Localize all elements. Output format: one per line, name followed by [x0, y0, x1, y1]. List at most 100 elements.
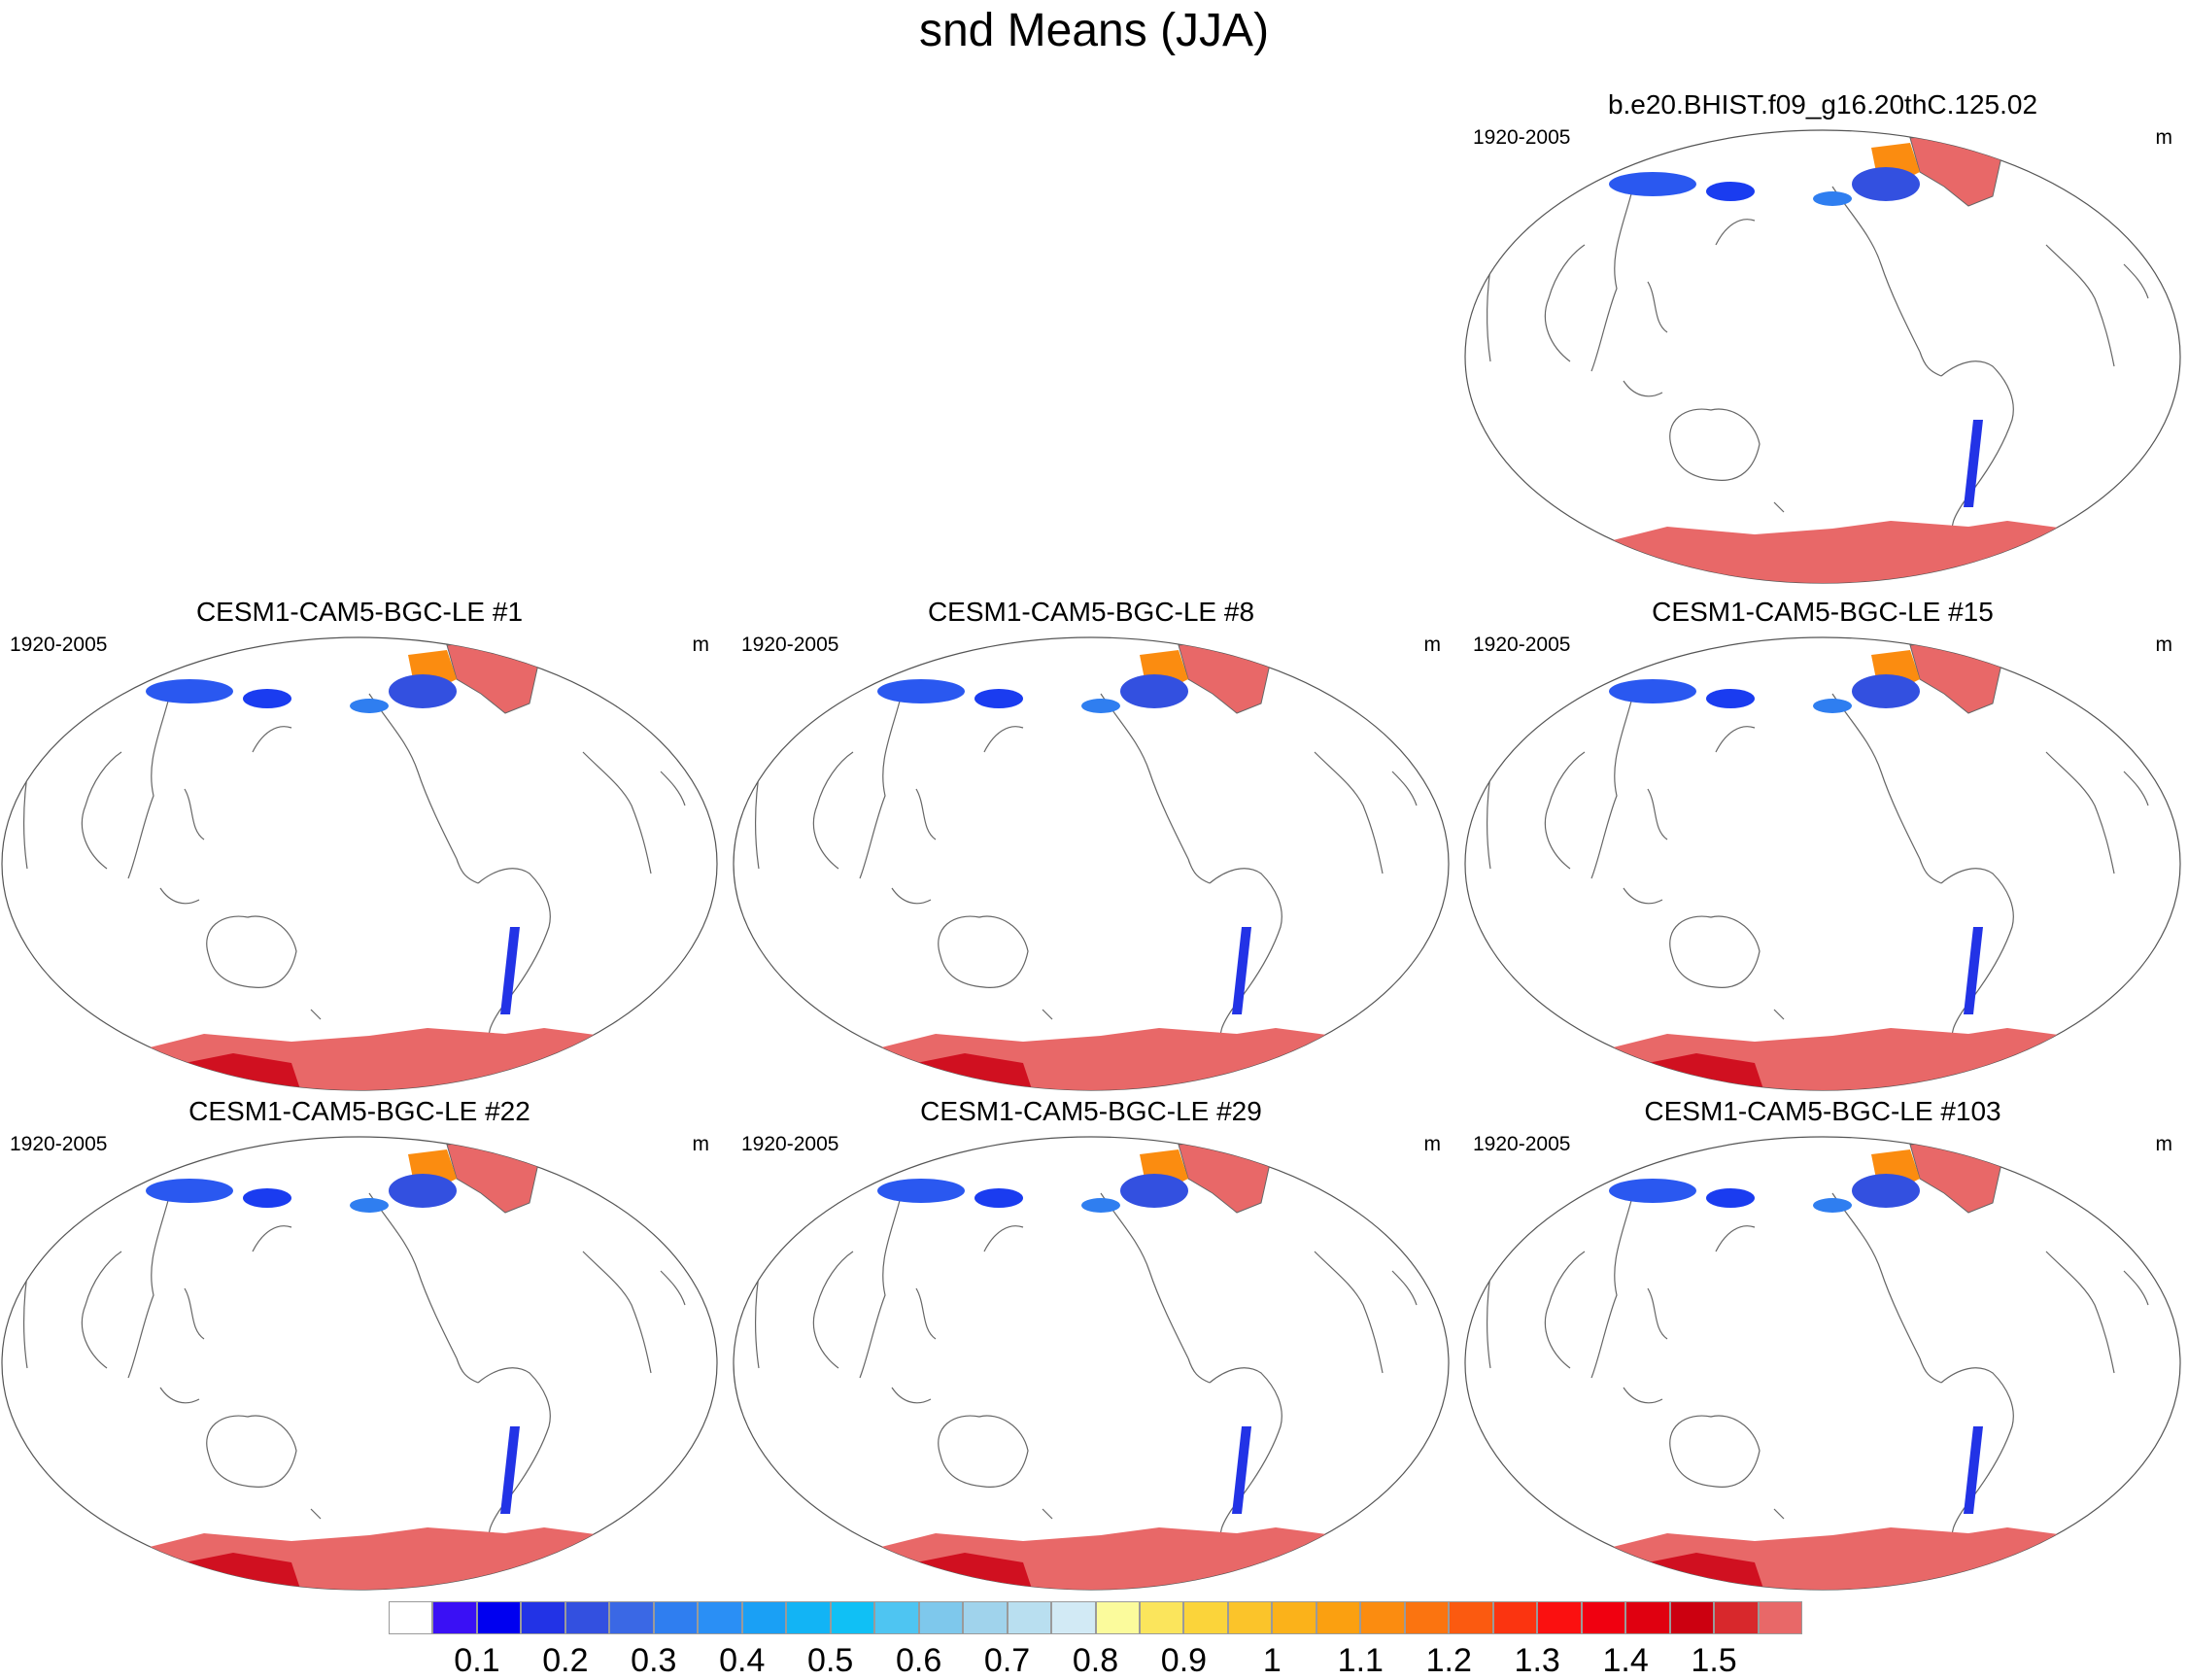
shallow-snow-region	[974, 689, 1023, 708]
panel-period: 1920-2005	[741, 1133, 839, 1155]
panel-units: m	[1423, 634, 1442, 656]
shallow-snow-region	[1852, 167, 1920, 201]
coastline	[1100, 1192, 1189, 1359]
coastline	[1100, 693, 1189, 860]
coastline	[915, 788, 937, 840]
andes-snow	[1232, 927, 1251, 1014]
colorbar-swatch	[1095, 1601, 1140, 1634]
panel-period: 1920-2005	[10, 1133, 108, 1155]
colorbar-swatch	[1714, 1601, 1759, 1634]
shallow-snow-region	[877, 1179, 965, 1203]
colorbar-swatch	[432, 1601, 477, 1634]
coastline	[660, 1270, 686, 1306]
panel-title: CESM1-CAM5-BGC-LE #29	[920, 1096, 1262, 1126]
coastline	[127, 1192, 171, 1379]
colorbar-label: 1.1	[1337, 1642, 1384, 1679]
shallow-snow-region	[1813, 699, 1852, 713]
panel-period: 1920-2005	[1473, 634, 1571, 656]
panel-title: CESM1-CAM5-BGC-LE #15	[1652, 597, 1994, 627]
coastline	[1590, 1192, 1634, 1379]
coastline	[1919, 858, 1942, 884]
coastline	[2045, 1251, 2115, 1374]
coastline	[1919, 351, 1942, 377]
colorbar-label: 1	[1262, 1642, 1282, 1679]
world-map	[1464, 636, 2181, 1091]
shallow-snow-region	[1706, 689, 1755, 708]
colorbar	[389, 1601, 1802, 1634]
colorbar-labels: 0.1 0.2 0.3 0.4 0.5 0.6 0.7 0.8 0.9 1 1.1 1.2 1.3 1.4…	[389, 1642, 1802, 1679]
colorbar-label: 1.2	[1425, 1642, 1472, 1679]
panel-title: CESM1-CAM5-BGC-LE #8	[927, 597, 1255, 627]
colorbar-label: 0.8	[1072, 1642, 1119, 1679]
map-panel-member-103: CESM1-CAM5-BGC-LE #103 1920-2005 m	[1463, 1096, 2182, 1592]
figure-title: snd Means (JJA)	[918, 5, 1270, 56]
panel-units: m	[2155, 634, 2173, 656]
coastline	[1187, 1357, 1211, 1384]
shallow-snow-region	[350, 699, 389, 713]
colorbar-swatch	[963, 1601, 1008, 1634]
andes-snow	[1964, 1426, 1983, 1514]
coastline	[252, 726, 292, 753]
colorbar-label: 1.3	[1514, 1642, 1560, 1679]
coastline	[206, 1415, 297, 1488]
colorbar-swatch	[1227, 1601, 1273, 1634]
coastline	[456, 858, 479, 884]
panel-units: m	[1423, 1133, 1442, 1155]
panel-units: m	[692, 1133, 710, 1155]
coastline	[891, 887, 932, 905]
colorbar-swatch	[389, 1601, 433, 1634]
map-panel-member-1: CESM1-CAM5-BGC-LE #1 1920-2005 m	[0, 597, 719, 1092]
coastline	[81, 751, 122, 870]
shallow-snow-region	[877, 679, 965, 703]
shallow-snow-region	[1852, 1174, 1920, 1208]
coastline	[1623, 380, 1663, 397]
coastline	[2123, 1270, 2149, 1306]
colorbar-swatch	[1007, 1601, 1052, 1634]
colorbar-swatch	[1360, 1601, 1405, 1634]
panel-title: CESM1-CAM5-BGC-LE #103	[1644, 1096, 2001, 1126]
antarctic-snow-region	[1609, 521, 2143, 583]
coastline	[2045, 751, 2115, 874]
shallow-snow-region	[350, 1198, 389, 1213]
coastline	[2123, 771, 2149, 806]
andes-snow	[1232, 1426, 1251, 1514]
world-map	[733, 636, 1450, 1091]
colorbar-swatch	[874, 1601, 919, 1634]
shallow-snow-region	[146, 679, 233, 703]
colorbar-swatch	[609, 1601, 654, 1634]
colorbar-label: 1.4	[1602, 1642, 1649, 1679]
shallow-snow-region	[389, 674, 457, 708]
coastline	[1590, 693, 1634, 879]
coastline	[582, 751, 652, 874]
colorbar-swatch	[1669, 1601, 1715, 1634]
coastline	[1669, 408, 1761, 481]
coastline	[2045, 244, 2115, 367]
coastline	[1715, 219, 1756, 246]
colorbar-swatch	[1625, 1601, 1670, 1634]
shallow-snow-region	[1081, 699, 1120, 713]
world-map	[1464, 1136, 2181, 1591]
colorbar-swatch	[1581, 1601, 1626, 1634]
coastline	[477, 868, 551, 1049]
panel-period: 1920-2005	[741, 634, 839, 656]
coastline	[1647, 1287, 1668, 1340]
coastline	[1042, 1508, 1053, 1520]
coastline	[859, 1192, 903, 1379]
coastline	[368, 1192, 458, 1359]
colorbar-swatch	[476, 1601, 522, 1634]
coastline	[206, 915, 297, 988]
coastline	[81, 1251, 122, 1369]
map-panel-member-15: CESM1-CAM5-BGC-LE #15 1920-2005 m	[1463, 597, 2182, 1092]
coastline	[660, 771, 686, 806]
andes-snow	[1964, 420, 1983, 507]
shallow-snow-region	[1706, 1188, 1755, 1208]
colorbar-swatch	[1139, 1601, 1184, 1634]
coastline	[310, 1009, 322, 1020]
shallow-snow-region	[1609, 1179, 1696, 1203]
coastline	[938, 915, 1029, 988]
colorbar-swatch	[1316, 1601, 1361, 1634]
coastline	[1831, 1192, 1921, 1359]
panel-period: 1920-2005	[1473, 1133, 1571, 1155]
coastline	[1831, 186, 1921, 353]
coastline	[1544, 751, 1586, 870]
